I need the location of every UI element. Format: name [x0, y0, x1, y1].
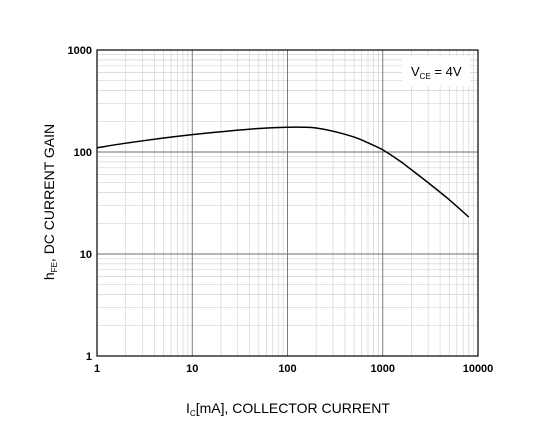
- y-tick-label: 100: [74, 147, 92, 159]
- x-tick-label: 1000: [371, 363, 395, 375]
- x-tick-label: 10: [186, 363, 198, 375]
- annotation-vce: VCE = 4V: [411, 64, 462, 81]
- x-axis-label: IC[mA], COLLECTOR CURRENT: [186, 400, 390, 418]
- x-tick-label: 100: [278, 363, 296, 375]
- x-tick-label: 10000: [463, 363, 494, 375]
- annotation-background: [402, 56, 470, 86]
- y-tick-label: 1: [86, 351, 92, 363]
- y-tick-labels: 1 10 100 1000: [68, 45, 92, 363]
- x-tick-labels: 1 10 100 1000 10000: [94, 363, 493, 375]
- major-grid: [97, 50, 478, 356]
- y-axis-label: hFE, DC CURRENT GAIN: [41, 124, 59, 280]
- y-tick-label: 1000: [68, 45, 92, 57]
- x-tick-label: 1: [94, 363, 100, 375]
- hfe-curve: [96, 126, 470, 218]
- y-tick-label: 10: [80, 249, 92, 261]
- plot-frame: [96, 49, 479, 357]
